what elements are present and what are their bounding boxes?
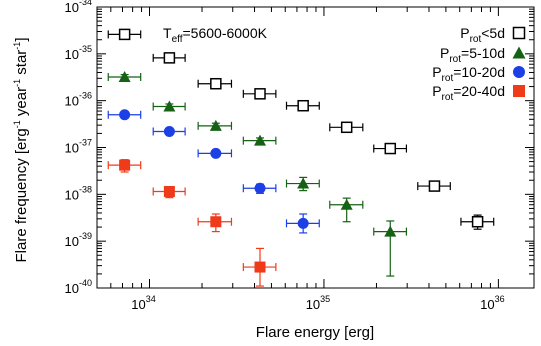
y-tick-exp: -34 bbox=[79, 0, 92, 7]
legend-base: P bbox=[460, 25, 469, 41]
legend-rest: =10-20d bbox=[453, 64, 505, 80]
y-tick-base: 10 bbox=[65, 234, 79, 249]
y-axis-label: Flare frequency [erg-1 year-1 star-1] bbox=[12, 38, 30, 263]
y-tick-label: 10-38 bbox=[65, 184, 92, 202]
y-tick-label: 10-39 bbox=[65, 231, 92, 249]
point-p-rot-20-40d bbox=[210, 216, 222, 228]
tick-labels: 1034 1035 103610-3410-3510-3610-3710-3810-… bbox=[65, 0, 505, 312]
point-p-rot-10-20d bbox=[119, 109, 131, 121]
x-tick-label: 1035 bbox=[306, 294, 330, 312]
y-label-exp-2: -1 bbox=[12, 79, 22, 87]
y-tick-exp: -35 bbox=[79, 44, 92, 54]
y-tick-label: 10-37 bbox=[65, 138, 92, 156]
annotation-rest: =5600-6000K bbox=[183, 25, 268, 41]
x-tick-exp: 36 bbox=[495, 294, 505, 304]
y-tick-base: 10 bbox=[65, 187, 79, 202]
point-p-rot-5-10d bbox=[384, 225, 397, 237]
point-p-rot-5-10d bbox=[118, 71, 131, 83]
y-tick-label: 10-34 bbox=[65, 0, 92, 15]
y-tick-label: 10-36 bbox=[65, 91, 92, 109]
x-tick-base: 10 bbox=[131, 297, 145, 312]
x-tick-base: 10 bbox=[306, 297, 320, 312]
point-p-rot-5d bbox=[471, 215, 484, 228]
legend-label-p-rot-5d: Prot<5d bbox=[460, 25, 505, 45]
y-tick-exp: -37 bbox=[79, 138, 92, 148]
annotation-base: T bbox=[163, 25, 172, 41]
y-tick-base: 10 bbox=[65, 141, 79, 156]
point-p-rot-5d bbox=[163, 52, 176, 64]
legend-sub: rot bbox=[470, 34, 482, 45]
y-tick-exp: -36 bbox=[79, 91, 92, 101]
point-p-rot-10-20d bbox=[163, 125, 175, 137]
legend-label-p-rot-5-10d: Prot=5-10d bbox=[440, 45, 505, 65]
y-tick-base: 10 bbox=[65, 47, 79, 62]
markers bbox=[118, 28, 484, 273]
temperature-annotation: Teff=5600-6000K bbox=[163, 25, 268, 45]
legend-sub: rot bbox=[442, 92, 454, 103]
point-p-rot-20-40d bbox=[163, 185, 175, 197]
y-tick-base: 10 bbox=[65, 0, 79, 15]
y-label-part-4: ] bbox=[13, 38, 30, 42]
point-p-rot-5d bbox=[340, 121, 353, 134]
point-p-rot-5-10d bbox=[163, 100, 176, 112]
x-tick-base: 10 bbox=[480, 297, 494, 312]
point-p-rot-5d bbox=[428, 180, 441, 192]
y-tick-label: 10-35 bbox=[65, 44, 92, 62]
point-p-rot-5d bbox=[297, 99, 309, 112]
y-tick-label: 10-40 bbox=[65, 278, 92, 296]
legend-rest: <5d bbox=[481, 25, 505, 41]
point-p-rot-10-20d bbox=[297, 217, 309, 229]
y-tick-exp: -38 bbox=[79, 184, 92, 194]
y-label-exp-3: -1 bbox=[12, 42, 22, 50]
legend-base: P bbox=[440, 45, 449, 61]
legend-sub: rot bbox=[442, 73, 454, 84]
x-tick-exp: 34 bbox=[146, 294, 156, 304]
legend-marker-p-rot-10-20d bbox=[513, 66, 525, 78]
ticks bbox=[96, 6, 534, 289]
point-p-rot-5-10d bbox=[209, 119, 222, 131]
legend-rest: =5-10d bbox=[461, 45, 505, 61]
legend-base: P bbox=[432, 83, 441, 99]
y-tick-base: 10 bbox=[65, 94, 79, 109]
point-p-rot-20-40d bbox=[119, 159, 131, 171]
y-tick-exp: -40 bbox=[79, 278, 92, 288]
y-label-part-2: year bbox=[13, 87, 30, 120]
y-label-part-3: star bbox=[13, 50, 30, 79]
point-p-rot-5d bbox=[118, 28, 131, 41]
y-tick-exp: -39 bbox=[79, 231, 92, 241]
point-p-rot-20-40d bbox=[254, 261, 266, 273]
legend-marker-p-rot-5d bbox=[512, 26, 526, 40]
x-tick-exp: 35 bbox=[320, 294, 330, 304]
point-p-rot-5-10d bbox=[340, 198, 353, 210]
legend-marker-p-rot-20-40d bbox=[513, 85, 525, 97]
x-axis-label: Flare energy [erg] bbox=[256, 324, 374, 341]
legend-base: P bbox=[432, 64, 441, 80]
y-label-exp-1: -1 bbox=[12, 120, 22, 128]
point-p-rot-10-20d bbox=[254, 182, 266, 194]
y-tick-base: 10 bbox=[65, 281, 79, 296]
point-p-rot-10-20d bbox=[210, 147, 222, 159]
legend-rest: =20-40d bbox=[453, 83, 505, 99]
point-p-rot-5d bbox=[254, 88, 266, 100]
legend-sub: rot bbox=[449, 54, 461, 65]
point-p-rot-5d bbox=[210, 77, 222, 90]
annotation-sub: eff bbox=[172, 34, 183, 45]
legend-label-p-rot-10-20d: Prot=10-20d bbox=[432, 64, 505, 84]
point-p-rot-5-10d bbox=[254, 134, 267, 146]
legend-label-p-rot-20-40d: Prot=20-40d bbox=[432, 83, 505, 103]
point-p-rot-5d bbox=[384, 142, 397, 155]
y-label-part-1: Flare frequency [erg bbox=[13, 128, 30, 262]
x-tick-label: 1036 bbox=[480, 294, 504, 312]
point-p-rot-5-10d bbox=[297, 177, 310, 189]
legend-marker-p-rot-5-10d bbox=[512, 46, 526, 59]
x-tick-label: 1034 bbox=[131, 294, 155, 312]
